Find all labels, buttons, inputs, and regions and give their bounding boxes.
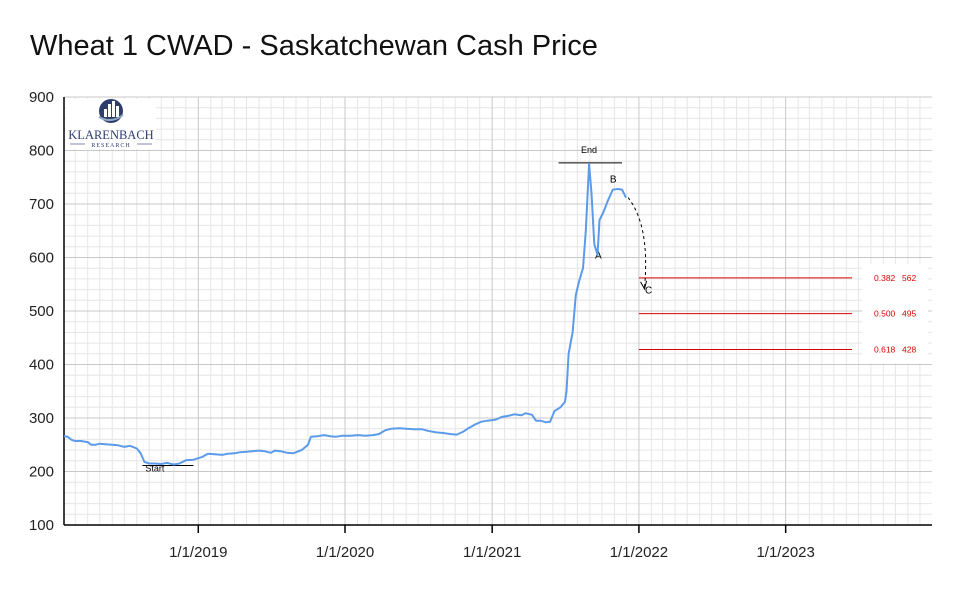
fib-label-box (862, 263, 928, 364)
fib-label-value: 562 (902, 273, 916, 283)
annotation-marks: Start End A B C (142, 145, 652, 474)
y-tick-label: 400 (29, 357, 54, 374)
y-tick-label: 100 (29, 517, 54, 534)
x-tick-labels: 1/1/2019 1/1/2020 1/1/2021 1/1/2022 1/1/2023 (169, 544, 815, 561)
logo-building-icon (98, 99, 124, 123)
y-tick-label: 900 (29, 89, 54, 106)
x-tick-label: 1/1/2022 (610, 544, 668, 561)
fib-levels: 0.382 562 0.500 495 0.618 428 (638, 263, 928, 364)
projection-arrow (627, 197, 647, 287)
fib-label-value: 495 (902, 309, 916, 319)
fib-label-ratio: 0.618 (874, 345, 896, 355)
logo-swoosh (98, 114, 124, 121)
annotation-a: A (595, 251, 602, 262)
annotation-start: Start (145, 464, 165, 474)
fib-label-ratio: 0.382 (874, 273, 896, 283)
logo-name: KLARENBACH (68, 128, 153, 142)
y-tick-label: 700 (29, 196, 54, 213)
y-tick-label: 200 (29, 464, 54, 481)
y-tick-labels: 100 200 300 400 500 600 700 800 900 (29, 89, 54, 534)
x-tick-label: 1/1/2021 (463, 544, 521, 561)
y-tick-label: 500 (29, 303, 54, 320)
series-line (63, 162, 627, 466)
logo-bar (116, 106, 119, 117)
y-tick-label: 800 (29, 143, 54, 160)
price-series (63, 162, 627, 466)
fib-label-ratio: 0.500 (874, 309, 896, 319)
annotation-b: B (610, 175, 617, 186)
logo-bar (104, 109, 107, 117)
x-tick-label: 1/1/2020 (316, 544, 374, 561)
logo-bar (112, 101, 115, 117)
logo-tagline: RESEARCH (91, 143, 130, 149)
axes (63, 97, 932, 533)
chart-title: Wheat 1 CWAD - Saskatchewan Cash Price (30, 30, 598, 62)
x-tick-label: 1/1/2019 (169, 544, 227, 561)
y-tick-label: 600 (29, 250, 54, 267)
annotation-end: End (581, 145, 597, 155)
x-tick-label: 1/1/2023 (756, 544, 814, 561)
projection-arrowhead (640, 280, 648, 291)
y-tick-label: 300 (29, 410, 54, 427)
fib-label-value: 428 (902, 345, 916, 355)
logo-bar (108, 104, 111, 117)
annotation-c: C (645, 285, 652, 296)
